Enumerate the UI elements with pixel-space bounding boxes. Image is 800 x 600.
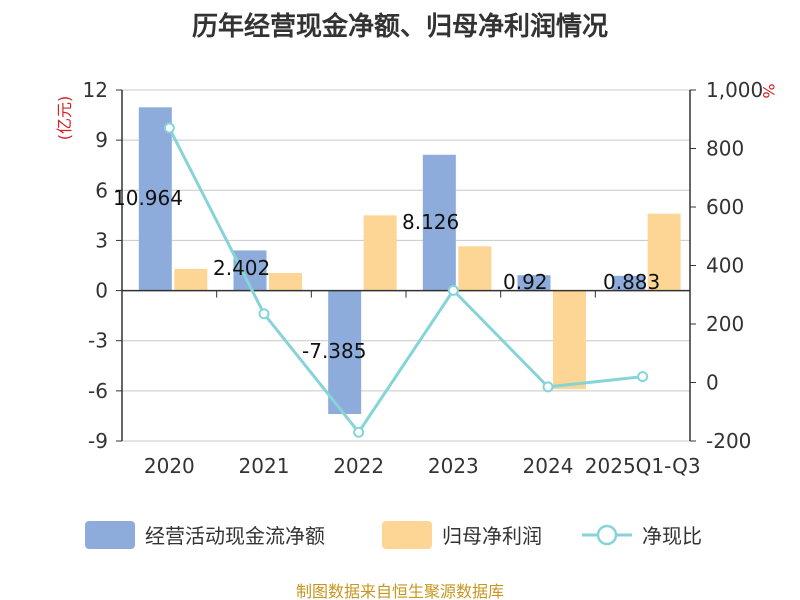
ratio-point xyxy=(258,308,270,320)
cashflow-data-label: 8.126 xyxy=(402,210,459,234)
ratio-point xyxy=(163,122,175,134)
right-axis-unit: % xyxy=(759,83,778,98)
profit-bar xyxy=(647,213,681,291)
ratio-point xyxy=(637,371,649,383)
profit-bar xyxy=(174,268,208,291)
right-tick-label: 400 xyxy=(706,254,744,278)
ratio-point xyxy=(353,426,365,438)
category-label: 2020 xyxy=(144,454,195,478)
profit-bar xyxy=(553,290,586,390)
category-label: 2022 xyxy=(333,454,384,478)
left-tick-label: -9 xyxy=(88,429,108,453)
category-label: 2023 xyxy=(428,454,479,478)
left-tick-label: 6 xyxy=(95,178,108,202)
legend-swatch-ratio-marker xyxy=(596,524,618,546)
cashflow-data-label: 2.402 xyxy=(213,256,270,280)
profit-bar xyxy=(269,273,302,291)
cashflow-data-label: 0.883 xyxy=(603,270,660,294)
chart-title: 历年经营现金净额、归母净利润情况 xyxy=(192,11,608,42)
profit-bar xyxy=(363,215,397,291)
profit-bar xyxy=(458,246,492,291)
left-tick-label: 0 xyxy=(95,279,108,303)
legend-label-cashflow: 经营活动现金流净额 xyxy=(145,524,325,548)
left-tick-label: 12 xyxy=(83,78,108,102)
legend-label-ratio: 净现比 xyxy=(642,524,702,548)
cashflow-data-label: 10.964 xyxy=(113,186,183,210)
left-axis-unit: (亿元) xyxy=(55,96,74,141)
ratio-line xyxy=(163,122,649,438)
cashflow-bar xyxy=(612,275,646,291)
data-labels: 10.964 2.402 -7.385 8.126 0.92 0.883 xyxy=(113,186,660,363)
right-tick-label: 600 xyxy=(706,195,744,219)
right-tick-label: -200 xyxy=(706,429,751,453)
cashflow-data-label: -7.385 xyxy=(302,339,366,363)
cashflow-bar xyxy=(138,107,172,291)
cashflow-bar xyxy=(517,275,551,291)
cashflow-data-label: 0.92 xyxy=(503,270,548,294)
legend-label-profit: 归母净利润 xyxy=(442,524,542,548)
grid xyxy=(122,89,690,442)
ratio-point xyxy=(542,381,554,393)
legend: 经营活动现金流净额 归母净利润 净现比 xyxy=(85,521,702,549)
ratio-line-path xyxy=(167,127,643,435)
cashflow-bar xyxy=(422,154,456,291)
category-label: 2025Q1-Q3 xyxy=(585,454,701,478)
right-tick-label: 1,000 xyxy=(706,78,763,102)
legend-swatch-profit xyxy=(382,521,432,549)
source-note: 制图数据来自恒生聚源数据库 xyxy=(296,582,504,600)
bars xyxy=(138,107,681,415)
right-tick-label: 800 xyxy=(706,137,744,161)
right-tick-label: 200 xyxy=(706,312,744,336)
left-tick-label: -3 xyxy=(88,329,108,353)
left-tick-label: -6 xyxy=(88,379,108,403)
cashflow-bar xyxy=(328,290,362,415)
ratio-point xyxy=(447,284,459,296)
right-tick-label: 0 xyxy=(706,371,719,395)
legend-swatch-cashflow xyxy=(85,521,135,549)
left-tick-label: 3 xyxy=(95,228,108,252)
axes: 12 9 6 3 0 -3 -6 -9 1,000 800 600 400 200 0 -200 2020 20… xyxy=(83,78,764,478)
category-label: 2024 xyxy=(523,454,574,478)
category-label: 2021 xyxy=(239,454,290,478)
left-tick-label: 9 xyxy=(95,128,108,152)
